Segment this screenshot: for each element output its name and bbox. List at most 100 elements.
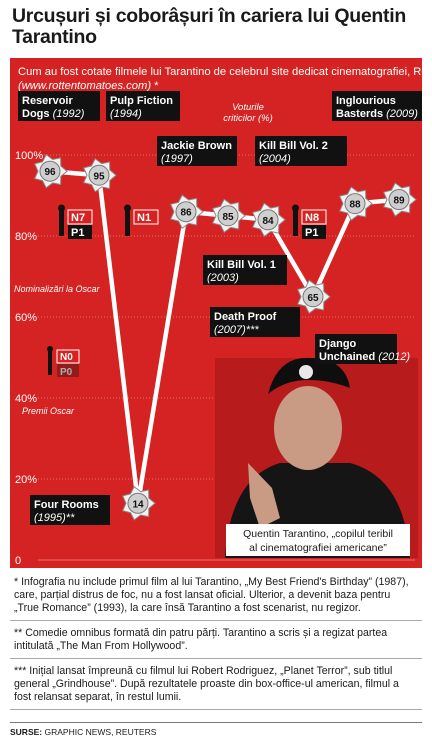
film-name: Jackie Brown <box>161 140 232 152</box>
legend-nom-frame <box>56 349 80 364</box>
statuette-head-icon <box>47 346 53 352</box>
oscar-nominations: N7 <box>71 212 85 224</box>
film-name: Django <box>319 338 357 350</box>
photo: Quentin Tarantino, „copilul teribil al c… <box>215 357 418 558</box>
subtitle-line2: (www.rottentomatoes.com) * <box>18 80 159 92</box>
oscar-nom-label: Nominalizări la Oscar <box>14 284 101 294</box>
film-label-box <box>315 334 397 364</box>
statuette-icon <box>48 351 52 375</box>
oscar-nom-frame <box>301 209 327 225</box>
footnote-2: ** Comedie omnibus formată din patru păr… <box>10 621 422 659</box>
oscar-wins: P1 <box>71 227 84 239</box>
footnotes: * Infografia nu include primul film al l… <box>10 570 422 710</box>
gridlines <box>38 154 415 561</box>
subtitle-main: Cum au fost cotate filmele lui Tarantino… <box>18 66 422 78</box>
oscar-nominations: N8 <box>305 212 319 224</box>
photo-caption-1: Quentin Tarantino, „copilul teribil <box>243 528 393 540</box>
source-text: GRAPHIC NEWS, REUTERS <box>42 727 157 737</box>
y-tick-label: 20% <box>15 474 37 486</box>
film-name-cont: Dogs <box>22 108 53 120</box>
film-name-2: Dogs (1992) <box>22 108 85 120</box>
footnote-1: * Infografia nu include primul film al l… <box>10 570 422 621</box>
pointing-hand-icon <box>248 463 280 528</box>
film-year: (2012) <box>378 351 410 363</box>
film-label-box <box>157 136 237 166</box>
legend-nom-box: N0 <box>60 352 73 363</box>
data-point: 85 <box>211 198 246 234</box>
film-label-box <box>106 91 180 121</box>
data-point: 89 <box>382 182 417 217</box>
bullet-hole-inner <box>88 164 110 186</box>
film-year: (2003) <box>207 272 239 284</box>
data-point-value: 96 <box>44 167 56 178</box>
legend-win-frame <box>57 364 79 377</box>
data-point-value: 84 <box>262 216 274 227</box>
film-year: (2004) <box>259 153 291 165</box>
caption-box <box>226 524 410 556</box>
y-tick-label: 100% <box>15 150 43 162</box>
film-name-2: Basterds (2009) <box>336 108 418 120</box>
y-tick-label: 0 <box>15 555 21 567</box>
data-point: 14 <box>122 485 156 521</box>
film-label-box <box>18 91 100 121</box>
data-point-value: 89 <box>393 196 405 207</box>
film-name: Four Rooms <box>34 499 99 511</box>
data-point-value: 88 <box>349 200 361 211</box>
bullet-hole-inner <box>302 286 324 308</box>
film-label: Kill Bill Vol. 1(2003) <box>203 255 287 285</box>
subtitle-link: (www.rottentomatoes.com) <box>18 80 151 92</box>
statuette-head-icon <box>58 204 65 212</box>
film-name: Kill Bill Vol. 2 <box>259 140 328 152</box>
film-label-box <box>210 307 300 337</box>
data-point: 96 <box>34 153 68 189</box>
chart-area: Cum au fost cotate filmele lui Tarantino… <box>10 58 432 568</box>
film-name-2: Unchained (2012) <box>319 351 410 363</box>
data-point: 84 <box>252 202 286 238</box>
legend-win-box: P0 <box>60 367 73 378</box>
film-name: Pulp Fiction <box>110 95 173 107</box>
bullet-hole-inner <box>388 189 410 211</box>
bullet-hole-inner <box>344 193 366 215</box>
film-name: Death Proof <box>214 311 277 323</box>
data-point-value: 65 <box>307 293 319 304</box>
oscar-wins: P1 <box>305 227 318 239</box>
data-point: 65 <box>296 279 331 315</box>
oscar-nom-frame <box>67 209 93 225</box>
y-axis-ticks: 0 20% 40% 60% 80% 100% <box>15 150 43 567</box>
film-year: (1997) <box>161 153 193 165</box>
source-label: SURSE: <box>10 727 43 737</box>
film-name: Kill Bill Vol. 1 <box>207 259 276 271</box>
bullet-hole-inner <box>127 492 149 514</box>
y-tick-label: 60% <box>15 312 37 324</box>
film-year: (1994) <box>110 108 142 120</box>
film-year: (2009) <box>386 108 418 120</box>
photo-caption-2: al cinematografiei americane” <box>249 542 387 554</box>
oscar-win-label: Premii Oscar <box>22 406 75 416</box>
film-year: (1992) <box>53 108 85 120</box>
bullet-hole-inner <box>175 201 197 223</box>
data-points: 96 95 14 86 85 84 65 88 89 <box>34 153 417 521</box>
film-label: Four Rooms(1995)** <box>30 495 110 525</box>
data-point-value: 14 <box>132 499 144 510</box>
film-year: (1995)** <box>34 512 75 524</box>
chart-svg: Cum au fost cotate filmele lui Tarantino… <box>10 58 432 568</box>
film-label-box <box>30 495 110 525</box>
statuette-icon <box>59 210 64 236</box>
bullet-hole-inner <box>217 205 239 227</box>
film-label-box <box>203 255 287 285</box>
oscar-win-frame <box>302 225 326 239</box>
chart-title: Urcușuri și coborâșuri în cariera lui Qu… <box>12 5 406 48</box>
beret-badge-icon <box>299 365 313 379</box>
y-tick-label: 80% <box>15 231 37 243</box>
film-label: Pulp Fiction(1994) <box>106 91 180 121</box>
data-point: 88 <box>339 186 373 221</box>
oscar-nom-frame <box>133 209 159 225</box>
film-label-box <box>255 136 347 166</box>
data-point: 95 <box>82 157 117 193</box>
